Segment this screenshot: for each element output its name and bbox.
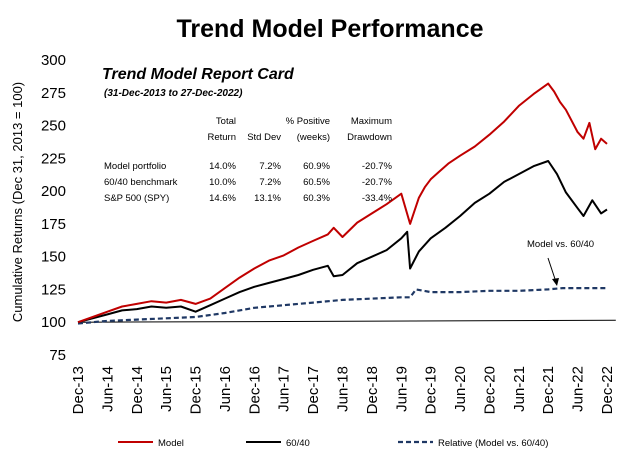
series-line-model (77, 82, 608, 324)
x-tick-label: Dec-20 (481, 366, 498, 414)
table-header: Drawdown (347, 132, 392, 143)
y-tick-labels: 75 100 125 150 175 200 225 250 275 300 (41, 52, 66, 364)
x-tick-label: Jun-16 (217, 366, 234, 412)
table-cell: 60.5% (303, 177, 330, 188)
table-header: Return (207, 132, 236, 143)
table-cell: 13.1% (254, 193, 281, 204)
y-tick-label: 300 (41, 52, 66, 69)
x-tick-label: Dec-18 (364, 366, 381, 414)
x-tick-label: Jun-22 (570, 366, 587, 412)
table-cell: 10.0% (209, 177, 236, 188)
x-tick-label: Jun-21 (511, 366, 528, 412)
x-tick-label: Dec-19 (423, 366, 440, 414)
chart-title: Trend Model Performance (176, 15, 483, 43)
x-tick-label: Jun-20 (452, 366, 469, 412)
table-header: % Positive (286, 116, 330, 127)
x-tick-label: Jun-15 (158, 366, 175, 412)
x-tick-label: Dec-15 (188, 366, 205, 414)
legend-label: Relative (Model vs. 60/40) (438, 438, 548, 449)
x-tick-label: Jun-17 (276, 366, 293, 412)
table-cell: -33.4% (362, 193, 393, 204)
y-tick-label: 225 (41, 150, 66, 167)
series-line-baseline (77, 319, 616, 323)
table-cell: 14.6% (209, 193, 236, 204)
table-cell: -20.7% (362, 177, 393, 188)
report-card-table: Total Return Std Dev % Positive (weeks) Maxim… (104, 116, 393, 204)
y-tick-label: 175 (41, 216, 66, 233)
x-tick-label: Jun-14 (99, 366, 116, 412)
table-header: (weeks) (297, 132, 330, 143)
table-header: Std Dev (247, 132, 281, 143)
table-header: Total (216, 116, 236, 127)
y-tick-label: 275 (41, 85, 66, 102)
x-tick-label: Dec-17 (305, 366, 322, 414)
report-card: Trend Model Report Card (31-Dec-2013 to … (102, 66, 393, 204)
y-tick-label: 250 (41, 118, 66, 135)
table-cell: 60.9% (303, 161, 330, 172)
x-tick-label: Dec-13 (70, 366, 87, 414)
y-tick-label: 125 (41, 281, 66, 298)
x-tick-label: Dec-21 (540, 366, 557, 414)
table-row-label: 60/40 benchmark (104, 177, 178, 188)
legend-label: 60/40 (286, 438, 310, 449)
annotation-arrowhead (552, 278, 559, 286)
annotation-label: Model vs. 60/40 (527, 239, 594, 250)
table-cell: 60.3% (303, 193, 330, 204)
table-cell: 14.0% (209, 161, 236, 172)
x-tick-label: Dec-16 (246, 366, 263, 414)
annotation-arrow (547, 257, 557, 283)
legend-label: Model (158, 438, 184, 449)
y-tick-label: 150 (41, 249, 66, 266)
report-card-title: Trend Model Report Card (102, 66, 295, 83)
x-tick-label: Jun-18 (335, 366, 352, 412)
table-cell: -20.7% (362, 161, 393, 172)
table-header: Maximum (351, 116, 392, 127)
y-tick-label: 200 (41, 183, 66, 200)
report-card-period: (31-Dec-2013 to 27-Dec-2022) (104, 88, 243, 99)
table-row-label: S&P 500 (SPY) (104, 193, 169, 204)
y-axis-label: Cumulative Returns (Dec 31, 2013 = 100) (10, 82, 25, 322)
series-lines (77, 82, 616, 325)
table-cell: 7.2% (259, 161, 281, 172)
x-tick-label: Jun-19 (393, 366, 410, 412)
y-tick-label: 75 (49, 347, 66, 364)
legend: Model 60/40 Relative (Model vs. 60/40) (118, 438, 548, 449)
series-line-60-40 (77, 160, 608, 324)
x-tick-label: Dec-14 (129, 366, 146, 414)
series-line-relative-model-vs-60-40 (77, 287, 607, 325)
x-tick-label: Dec-22 (599, 366, 616, 414)
x-tick-labels: Dec-13 Jun-14 Dec-14 Jun-15 Dec-15 Jun-16 Dec-… (70, 366, 616, 414)
annotation: Model vs. 60/40 (527, 239, 594, 286)
y-tick-label: 100 (41, 314, 66, 331)
table-row-label: Model portfolio (104, 161, 166, 172)
table-cell: 7.2% (259, 177, 281, 188)
